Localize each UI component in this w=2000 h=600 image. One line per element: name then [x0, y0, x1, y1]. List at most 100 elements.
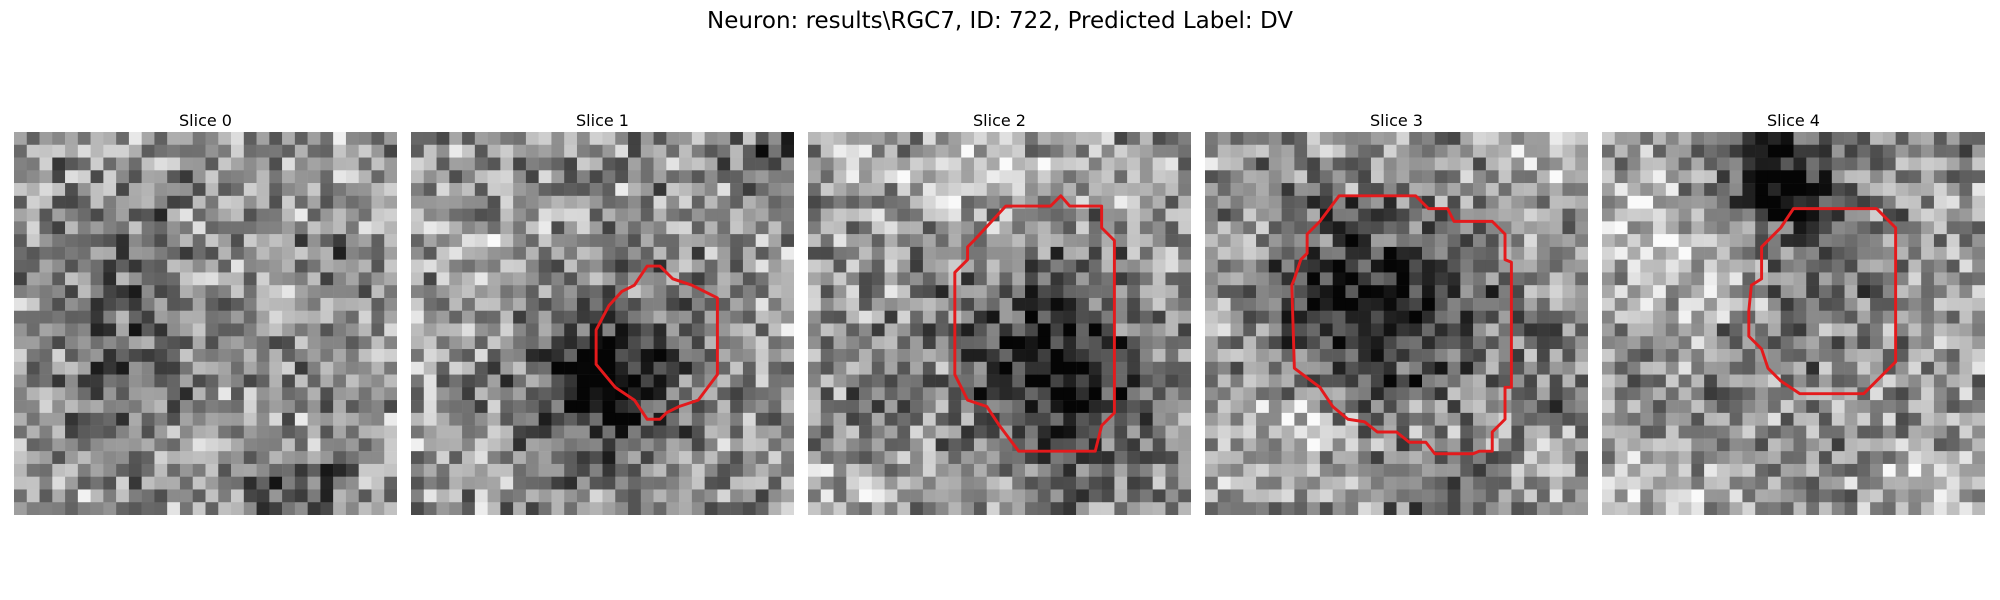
image-pixel — [1653, 425, 1667, 439]
image-pixel — [1025, 336, 1039, 350]
image-pixel — [666, 323, 680, 337]
image-pixel — [679, 310, 693, 324]
image-pixel — [640, 489, 654, 503]
image-pixel — [1037, 285, 1051, 299]
image-pixel — [1473, 310, 1487, 324]
image-pixel — [282, 310, 296, 324]
image-pixel — [1178, 170, 1191, 184]
image-pixel — [1025, 463, 1039, 477]
image-pixel — [269, 183, 283, 197]
image-pixel — [1742, 132, 1756, 146]
image-pixel — [755, 195, 769, 209]
image-pixel — [1780, 310, 1794, 324]
image-pixel — [1447, 157, 1461, 171]
image-pixel — [742, 438, 756, 452]
image-pixel — [1933, 195, 1947, 209]
image-pixel — [474, 425, 488, 439]
image-pixel — [423, 489, 437, 503]
image-pixel — [640, 349, 654, 363]
image-pixel — [1780, 400, 1794, 414]
image-pixel — [653, 132, 667, 146]
image-pixel — [884, 502, 898, 515]
image-pixel — [384, 438, 397, 452]
image-pixel — [986, 272, 1000, 286]
image-pixel — [1575, 297, 1588, 311]
image-pixel — [1460, 463, 1474, 477]
image-pixel — [1063, 221, 1077, 235]
image-pixel — [1780, 183, 1794, 197]
image-pixel — [345, 297, 359, 311]
image-pixel — [1358, 132, 1372, 146]
image-pixel — [1653, 297, 1667, 311]
image-pixel — [1946, 374, 1960, 388]
image-pixel — [1319, 234, 1333, 248]
image-pixel — [704, 157, 718, 171]
image-pixel — [1088, 349, 1102, 363]
image-pixel — [1383, 170, 1397, 184]
image-pixel — [1217, 297, 1231, 311]
image-pixel — [1755, 412, 1769, 426]
image-pixel — [90, 463, 104, 477]
image-pixel — [154, 489, 168, 503]
image-pixel — [576, 451, 590, 465]
image-pixel — [1217, 412, 1231, 426]
image-pixel — [500, 374, 514, 388]
image-pixel — [1653, 183, 1667, 197]
image-pixel — [14, 170, 28, 184]
image-pixel — [1205, 438, 1219, 452]
image-pixel — [1665, 361, 1679, 375]
image-pixel — [179, 400, 193, 414]
image-pixel — [128, 463, 142, 477]
image-pixel — [973, 195, 987, 209]
image-pixel — [167, 208, 181, 222]
image-pixel — [691, 349, 705, 363]
image-pixel — [1217, 336, 1231, 350]
image-pixel — [564, 374, 578, 388]
image-pixel — [1307, 208, 1321, 222]
image-pixel — [1562, 208, 1576, 222]
image-pixel — [90, 425, 104, 439]
image-pixel — [1243, 259, 1257, 273]
image-pixel — [384, 285, 397, 299]
image-pixel — [1243, 132, 1257, 146]
image-pixel — [320, 349, 334, 363]
image-pixel — [345, 349, 359, 363]
image-pixel — [1434, 310, 1448, 324]
image-pixel — [1256, 374, 1270, 388]
image-pixel — [218, 374, 232, 388]
image-pixel — [846, 285, 860, 299]
image-pixel — [1691, 336, 1705, 350]
image-pixel — [513, 361, 527, 375]
image-pixel — [1101, 451, 1115, 465]
image-pixel — [564, 297, 578, 311]
image-pixel — [462, 502, 476, 515]
image-pixel — [1742, 195, 1756, 209]
image-pixel — [474, 272, 488, 286]
image-pixel — [589, 132, 603, 146]
image-pixel — [859, 221, 873, 235]
image-pixel — [205, 336, 219, 350]
image-pixel — [910, 234, 924, 248]
image-pixel — [742, 297, 756, 311]
image-pixel — [1575, 502, 1588, 515]
image-pixel — [1383, 361, 1397, 375]
image-pixel — [1755, 310, 1769, 324]
image-pixel — [742, 221, 756, 235]
image-pixel — [640, 157, 654, 171]
image-pixel — [423, 246, 437, 260]
image-pixel — [1473, 157, 1487, 171]
image-pixel — [1946, 297, 1960, 311]
image-pixel — [961, 374, 975, 388]
image-pixel — [897, 259, 911, 273]
image-pixel — [742, 463, 756, 477]
image-pixel — [1678, 221, 1692, 235]
image-pixel — [26, 489, 40, 503]
image-pixel — [961, 336, 975, 350]
image-pixel — [1422, 451, 1436, 465]
image-pixel — [1076, 349, 1090, 363]
image-pixel — [948, 438, 962, 452]
image-pixel — [1729, 285, 1743, 299]
image-pixel — [52, 208, 66, 222]
image-pixel — [1485, 170, 1499, 184]
image-pixel — [1217, 234, 1231, 248]
